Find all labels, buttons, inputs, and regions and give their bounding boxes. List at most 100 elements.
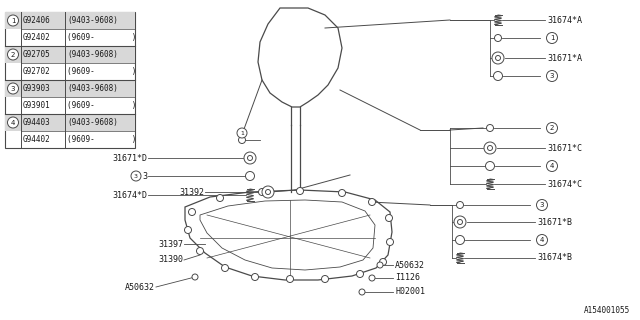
Circle shape bbox=[356, 270, 364, 277]
Text: 4: 4 bbox=[550, 163, 554, 169]
Circle shape bbox=[196, 247, 204, 254]
Circle shape bbox=[458, 220, 463, 225]
Circle shape bbox=[536, 199, 547, 211]
Text: (9609-        ): (9609- ) bbox=[67, 135, 136, 144]
Circle shape bbox=[184, 227, 191, 234]
Circle shape bbox=[8, 49, 19, 60]
Circle shape bbox=[547, 33, 557, 44]
Text: (9403-9608): (9403-9608) bbox=[67, 118, 118, 127]
Circle shape bbox=[454, 216, 466, 228]
Circle shape bbox=[486, 124, 493, 132]
Text: 3: 3 bbox=[11, 85, 15, 92]
Text: 31674*D: 31674*D bbox=[112, 190, 147, 199]
Bar bbox=[5, 12, 135, 29]
Circle shape bbox=[221, 265, 228, 271]
Text: (9609-        ): (9609- ) bbox=[67, 101, 136, 110]
Text: (9403-9608): (9403-9608) bbox=[67, 50, 118, 59]
Text: (9403-9608): (9403-9608) bbox=[67, 84, 118, 93]
Circle shape bbox=[492, 52, 504, 64]
Text: 1: 1 bbox=[240, 131, 244, 135]
Circle shape bbox=[486, 162, 495, 171]
Circle shape bbox=[296, 188, 303, 195]
Text: 1: 1 bbox=[550, 35, 554, 41]
Circle shape bbox=[189, 209, 195, 215]
Text: 3: 3 bbox=[142, 172, 147, 180]
Circle shape bbox=[8, 83, 19, 94]
Circle shape bbox=[456, 236, 465, 244]
Circle shape bbox=[237, 128, 247, 138]
Text: G94403: G94403 bbox=[23, 118, 51, 127]
Circle shape bbox=[339, 189, 346, 196]
Text: 31674*A: 31674*A bbox=[547, 15, 582, 25]
Circle shape bbox=[262, 186, 274, 198]
Circle shape bbox=[8, 15, 19, 26]
Text: 4: 4 bbox=[11, 119, 15, 125]
Circle shape bbox=[547, 70, 557, 82]
Text: 31671*B: 31671*B bbox=[537, 218, 572, 227]
Text: G93901: G93901 bbox=[23, 101, 51, 110]
Circle shape bbox=[246, 172, 255, 180]
Circle shape bbox=[8, 117, 19, 128]
Text: (9609-        ): (9609- ) bbox=[67, 67, 136, 76]
Text: 31397: 31397 bbox=[158, 239, 183, 249]
Circle shape bbox=[387, 238, 394, 245]
Circle shape bbox=[385, 214, 392, 221]
Text: 31392: 31392 bbox=[179, 188, 204, 196]
Circle shape bbox=[495, 35, 502, 42]
Text: G92402: G92402 bbox=[23, 33, 51, 42]
Circle shape bbox=[488, 146, 493, 150]
Circle shape bbox=[484, 142, 496, 154]
Circle shape bbox=[380, 259, 387, 266]
Text: 3: 3 bbox=[550, 73, 554, 79]
Circle shape bbox=[266, 189, 271, 195]
Text: 31674*B: 31674*B bbox=[537, 253, 572, 262]
Text: 31674*C: 31674*C bbox=[547, 180, 582, 188]
Text: 4: 4 bbox=[540, 237, 544, 243]
Text: 3: 3 bbox=[134, 173, 138, 179]
Circle shape bbox=[248, 156, 253, 161]
Text: H02001: H02001 bbox=[395, 287, 425, 297]
Circle shape bbox=[495, 55, 500, 60]
Text: 3: 3 bbox=[540, 202, 544, 208]
Circle shape bbox=[287, 276, 294, 283]
Circle shape bbox=[369, 275, 375, 281]
Circle shape bbox=[536, 235, 547, 245]
Text: 31671*C: 31671*C bbox=[547, 143, 582, 153]
Circle shape bbox=[131, 171, 141, 181]
Text: G92406: G92406 bbox=[23, 16, 51, 25]
Text: 1: 1 bbox=[11, 18, 15, 23]
Text: 2: 2 bbox=[11, 52, 15, 58]
Bar bbox=[5, 46, 135, 63]
Text: G94402: G94402 bbox=[23, 135, 51, 144]
Circle shape bbox=[493, 71, 502, 81]
Text: G92702: G92702 bbox=[23, 67, 51, 76]
Text: 31671*A: 31671*A bbox=[547, 53, 582, 62]
Text: G92705: G92705 bbox=[23, 50, 51, 59]
Text: G93903: G93903 bbox=[23, 84, 51, 93]
Text: 31390: 31390 bbox=[158, 255, 183, 265]
Circle shape bbox=[359, 289, 365, 295]
Text: (9403-9608): (9403-9608) bbox=[67, 16, 118, 25]
Text: I1126: I1126 bbox=[395, 274, 420, 283]
Circle shape bbox=[547, 123, 557, 133]
Circle shape bbox=[321, 276, 328, 283]
Bar bbox=[5, 114, 135, 131]
Circle shape bbox=[377, 262, 383, 268]
Text: A50632: A50632 bbox=[125, 283, 155, 292]
Bar bbox=[5, 80, 135, 97]
Circle shape bbox=[216, 195, 223, 202]
Circle shape bbox=[369, 198, 376, 205]
Circle shape bbox=[244, 152, 256, 164]
Circle shape bbox=[259, 188, 266, 196]
Text: 1: 1 bbox=[237, 130, 243, 136]
Circle shape bbox=[192, 274, 198, 280]
Text: A50632: A50632 bbox=[395, 260, 425, 269]
Circle shape bbox=[547, 161, 557, 172]
Circle shape bbox=[456, 202, 463, 209]
Circle shape bbox=[252, 274, 259, 281]
Text: 31671*D: 31671*D bbox=[112, 154, 147, 163]
Text: A154001055: A154001055 bbox=[584, 306, 630, 315]
Text: (9609-        ): (9609- ) bbox=[67, 33, 136, 42]
Circle shape bbox=[239, 137, 246, 143]
Text: 2: 2 bbox=[550, 125, 554, 131]
